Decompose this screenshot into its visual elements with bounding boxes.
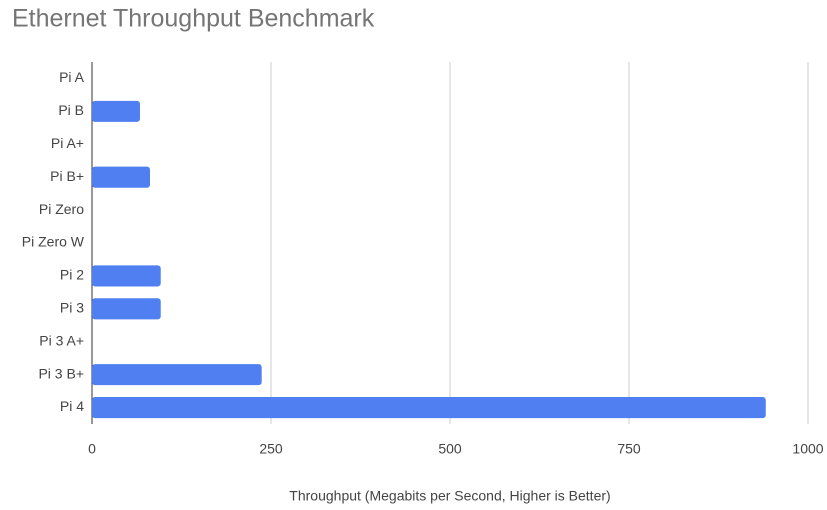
x-tick-label: 750: [617, 441, 641, 457]
bar: [92, 397, 766, 419]
x-tick-label: 500: [438, 441, 462, 457]
bar: [92, 298, 161, 320]
y-tick-label: Pi 4: [60, 398, 84, 414]
y-tick-label: Pi 3: [60, 300, 84, 316]
bar: [92, 265, 161, 287]
y-tick-label: Pi Zero W: [22, 234, 85, 250]
bar: [92, 166, 150, 188]
x-tick-label: 250: [259, 441, 283, 457]
y-tick-label: Pi A+: [51, 135, 84, 151]
x-tick-label: 0: [88, 441, 96, 457]
y-tick-label: Pi 3 A+: [39, 332, 84, 348]
bar: [92, 100, 140, 122]
chart-title: Ethernet Throughput Benchmark: [12, 5, 375, 33]
y-tick-label: Pi A: [59, 69, 85, 85]
y-tick-label: Pi 3 B+: [38, 365, 84, 381]
y-tick-label: Pi Zero: [39, 201, 84, 217]
x-tick-label: 1000: [792, 441, 823, 457]
y-tick-label: Pi 2: [60, 267, 84, 283]
bar: [92, 364, 262, 386]
y-tick-label: Pi B: [58, 102, 84, 118]
y-tick-label: Pi B+: [50, 168, 84, 184]
x-axis-label: Throughput (Megabits per Second, Higher …: [289, 488, 610, 504]
